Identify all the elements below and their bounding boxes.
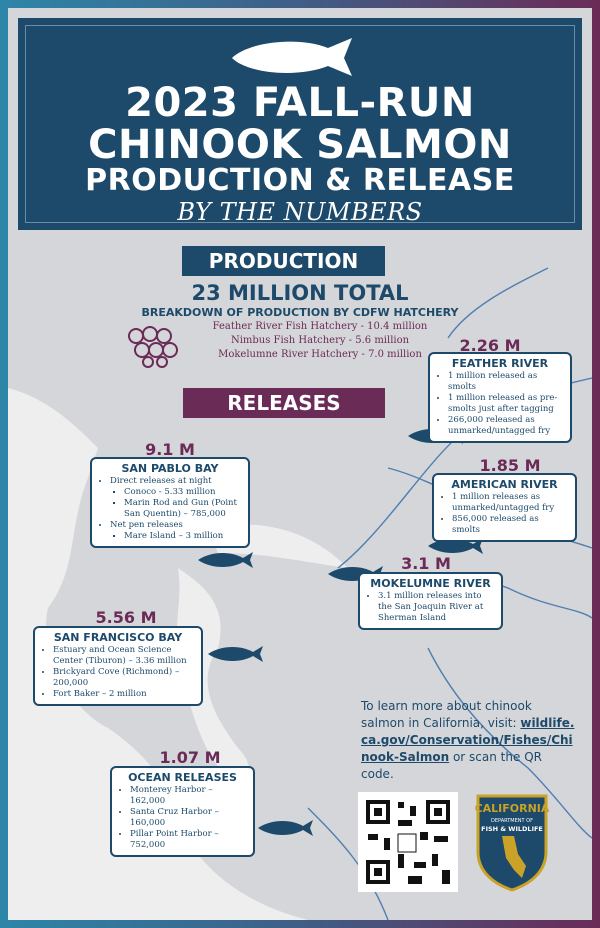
sub-bullet: Marin Rod and Gun (Point San Quentin) – … <box>124 498 242 520</box>
title-line: CHINOOK SALMON <box>88 122 512 168</box>
ocean <box>8 388 308 920</box>
site-title: MOKELUMNE RIVER <box>370 577 491 590</box>
release-amount: 5.56 M <box>95 608 157 627</box>
site-title: AMERICAN RIVER <box>451 478 558 491</box>
logo-dept: DEPARTMENT OF <box>491 818 533 824</box>
title-line: 2023 FALL-RUN <box>125 80 475 126</box>
egg-icon <box>128 326 178 368</box>
release-amount: 3.1 M <box>401 554 451 573</box>
releases-banner: RELEASES <box>183 388 385 418</box>
bullet: 1 million released as pre-smolts just af… <box>448 393 564 415</box>
sub-bullet: Mare Island – 3 million <box>124 531 242 542</box>
bullet: 1 million releases as unmarked/untagged … <box>452 492 569 514</box>
release-amount: 1.85 M <box>479 456 541 475</box>
release-box: SAN PABLO BAYDirect releases at nightCon… <box>90 457 250 548</box>
bullet: Brickyard Cove (Richmond) – 200,000 <box>53 667 195 689</box>
breakdown-title: BREAKDOWN OF PRODUCTION BY CDFW HATCHERY <box>141 306 459 319</box>
production-banner: PRODUCTION <box>182 246 385 276</box>
release-amount: 1.07 M <box>159 748 221 767</box>
info-after: or scan the QR code. <box>361 750 542 781</box>
bullet: Santa Cruz Harbor – 160,000 <box>130 807 247 829</box>
bullet: 856,000 released as smolts <box>452 514 569 536</box>
release-box: MOKELUMNE RIVER3.1 million releases into… <box>358 572 503 630</box>
info-text: To learn more about chinook salmon in Ca… <box>361 698 576 783</box>
qr-code <box>358 792 458 892</box>
header: 2023 FALL-RUN CHINOOK SALMON PRODUCTION … <box>18 18 582 230</box>
bullet: Direct releases at night <box>110 476 212 486</box>
release-box: AMERICAN RIVER1 million releases as unma… <box>432 473 577 542</box>
bay <box>176 568 249 781</box>
release-box: FEATHER RIVER1 million released as smolt… <box>428 352 572 443</box>
bullet: Estuary and Ocean Science Center (Tiburo… <box>53 645 195 667</box>
hatchery-item: Feather River Fish Hatchery - 10.4 milli… <box>212 321 428 332</box>
info-link[interactable]: wildlife.ca.gov/Conservation/Fishes/Chin… <box>361 716 575 764</box>
release-box: SAN FRANCISCO BAYEstuary and Ocean Scien… <box>33 626 203 706</box>
logo-name: FISH & WILDLIFE <box>481 825 543 833</box>
bullet: Monterey Harbor – 162,000 <box>130 785 247 807</box>
hatchery-item: Nimbus Fish Hatchery - 5.6 million <box>230 335 410 346</box>
production-total: 23 MILLION TOTAL <box>191 281 409 305</box>
map-area: 2023 FALL-RUN CHINOOK SALMON PRODUCTION … <box>8 8 592 920</box>
bullet: 3.1 million releases into the San Joaqui… <box>378 591 495 624</box>
site-title: SAN FRANCISCO BAY <box>53 631 183 644</box>
cdfw-logo: CALIFORNIA DEPARTMENT OF FISH & WILDLIFE <box>475 794 550 892</box>
info-lead: To learn more about chinook salmon in Ca… <box>361 699 532 730</box>
bullet: 266,000 released as unmarked/untagged fr… <box>448 415 564 437</box>
site-title: SAN PABLO BAY <box>121 462 219 475</box>
fish-icons <box>198 428 483 836</box>
release-box: OCEAN RELEASESMonterey Harbor – 162,000S… <box>110 766 255 857</box>
bullet: Fort Baker – 2 million <box>53 689 195 700</box>
logo-state: CALIFORNIA <box>475 802 550 815</box>
bullet: Net pen releases <box>110 520 183 530</box>
bullet: 1 million released as smolts <box>448 371 564 393</box>
site-title: FEATHER RIVER <box>451 357 549 370</box>
release-amount: 2.26 M <box>459 336 521 355</box>
hatchery-item: Mokelumne River Hatchery - 7.0 million <box>218 349 422 360</box>
site-title: OCEAN RELEASES <box>128 771 237 784</box>
subtitle: BY THE NUMBERS <box>177 198 423 226</box>
title-line: PRODUCTION & RELEASE <box>85 163 515 198</box>
bullet: Pillar Point Harbor – 752,000 <box>130 829 247 851</box>
salmon-icon <box>232 38 352 76</box>
sub-bullet: Conoco - 5.33 million <box>124 487 242 498</box>
release-amount: 9.1 M <box>145 440 195 459</box>
